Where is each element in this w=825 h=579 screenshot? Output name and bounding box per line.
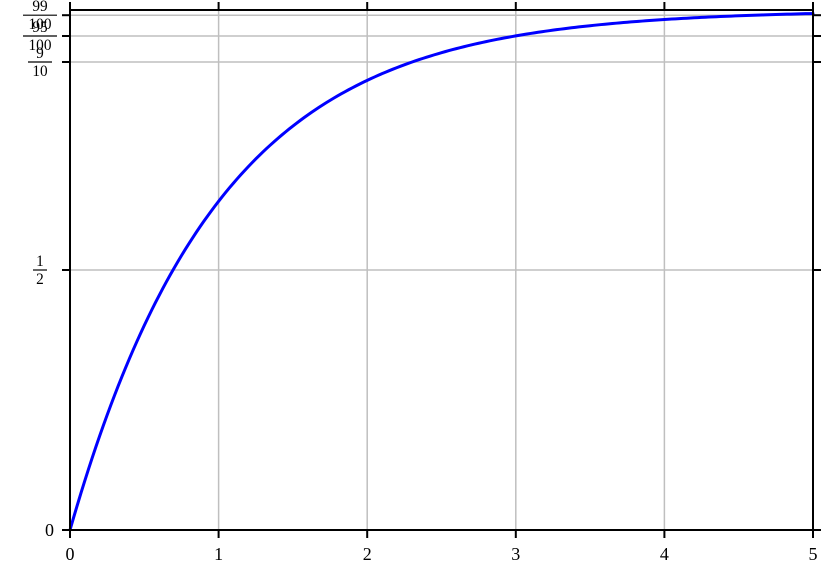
x-tick-label: 2 <box>363 544 372 564</box>
x-tick-label: 5 <box>809 544 818 564</box>
x-tick-label: 0 <box>66 544 75 564</box>
y-tick-label-den: 2 <box>36 271 44 288</box>
x-tick-label: 3 <box>511 544 520 564</box>
y-tick-label-num: 1 <box>36 253 44 270</box>
chart-container: 0123450129109510099100 <box>0 0 825 579</box>
chart-svg: 0123450129109510099100 <box>0 0 825 579</box>
x-tick-label: 1 <box>214 544 223 564</box>
y-tick-label-den: 100 <box>29 37 52 54</box>
y-tick-label-den: 100 <box>29 16 52 33</box>
y-tick-label-den: 10 <box>32 63 48 80</box>
y-tick-label-num: 99 <box>32 0 48 15</box>
x-tick-label: 4 <box>660 544 669 564</box>
y-tick-label: 0 <box>45 520 54 540</box>
